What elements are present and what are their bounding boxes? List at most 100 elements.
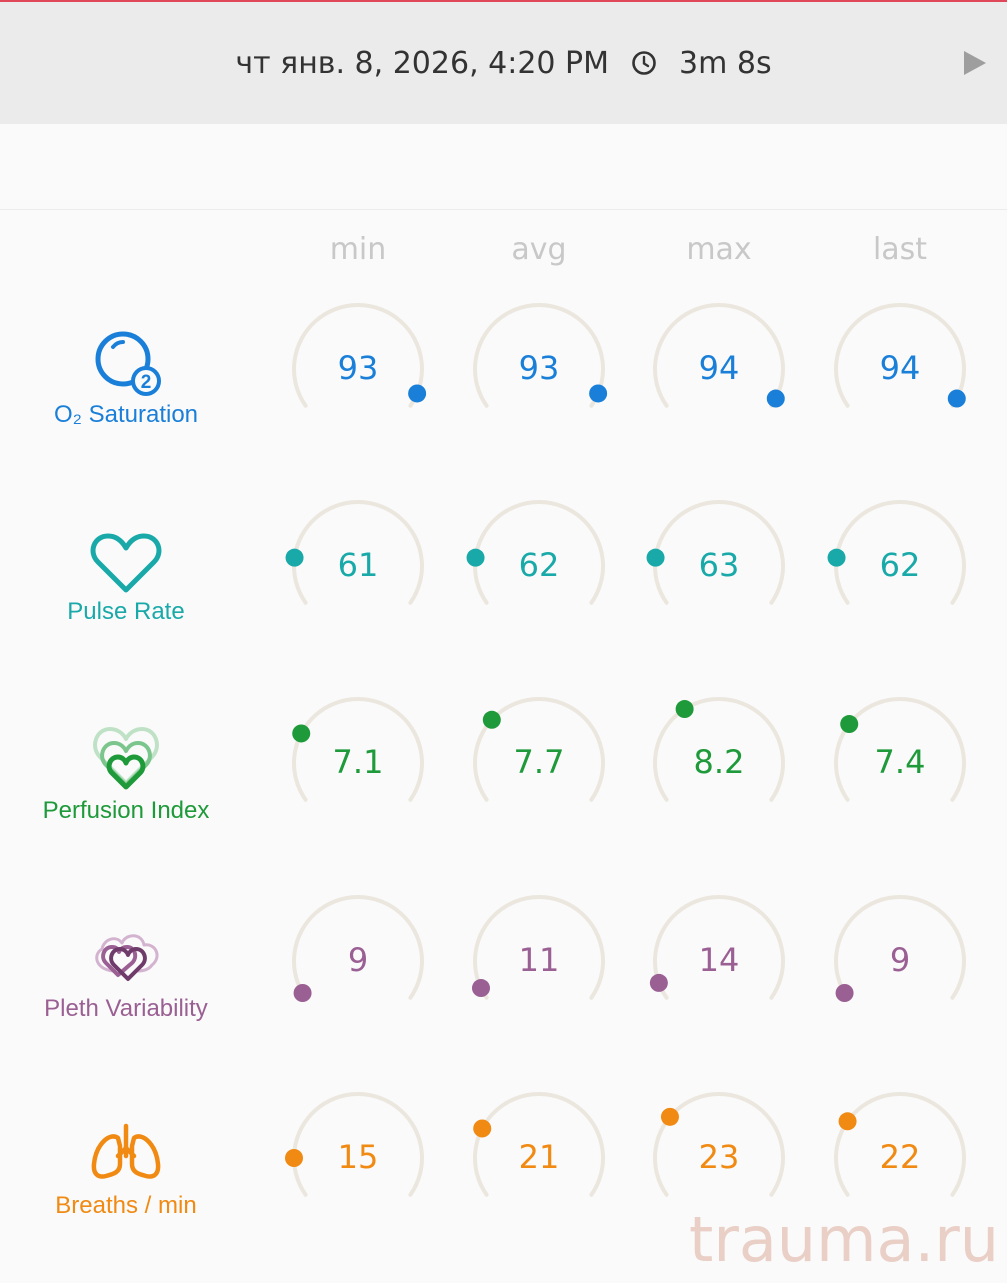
gauge-pulse-last: 62 (825, 496, 975, 646)
gauge-indicator-dot (471, 979, 490, 998)
gauge-track (473, 895, 605, 1000)
gauge-indicator-dot (840, 715, 859, 734)
session-duration: 3m 8s (679, 45, 772, 81)
gauge-o2-min: 93 (283, 299, 433, 449)
pleth-hearts-icon (95, 934, 159, 981)
gauge-track (834, 1092, 966, 1197)
gauge-pulse-max: 63 (644, 496, 794, 646)
gauge-pleth-min: 9 (283, 891, 433, 1041)
gauge-perfusion-last: 7.4 (825, 693, 975, 843)
gauge-track (292, 697, 424, 802)
gauge-arc (649, 895, 785, 1000)
gauge-arc (827, 500, 966, 605)
gauge-track (834, 697, 966, 802)
gauge-arc (473, 303, 608, 408)
gauge-arc (653, 303, 785, 408)
gauge-track (653, 303, 785, 408)
gauge-value: 94 (879, 349, 921, 387)
column-header-min: min (329, 232, 387, 267)
gauge-value: 11 (518, 941, 560, 979)
gauge-value: 62 (879, 546, 921, 584)
gauge-indicator-dot (482, 710, 501, 729)
gauge-breaths-avg: 21 (464, 1088, 614, 1238)
gauge-value: 9 (889, 941, 911, 979)
metric-label: Breaths / min (55, 1192, 197, 1219)
watermark: trauma.ru (689, 1203, 999, 1276)
gauge-perfusion-min: 7.1 (283, 693, 433, 843)
gauge-indicator-dot (408, 384, 427, 403)
gauge-pleth-avg: 11 (464, 891, 614, 1041)
gauge-arc (292, 895, 424, 1002)
gauge-o2-max: 94 (644, 299, 794, 449)
column-header-last: last (872, 232, 928, 267)
gauge-indicator-dot (838, 1112, 857, 1131)
gauge-value: 62 (518, 546, 560, 584)
gauge-arc (834, 895, 966, 1002)
column-headers: min avg max last (0, 232, 1007, 278)
gauge-track (653, 895, 785, 1000)
session-header: чт янв. 8, 2026, 4:20 PM 3m 8s (0, 2, 1007, 124)
metric-row-o2-saturation: 2 O₂ Saturation 93 93 94 94 (0, 297, 1007, 494)
gauge-indicator-dot (646, 548, 665, 567)
gauge-value: 15 (337, 1138, 379, 1176)
gauge-arc (292, 303, 427, 408)
gauge-o2-avg: 93 (464, 299, 614, 449)
gauge-pulse-min: 61 (283, 496, 433, 646)
gauge-track (653, 697, 785, 802)
gauge-indicator-dot (835, 984, 854, 1002)
metric-label: Pulse Rate (67, 598, 185, 625)
metric-row-perfusion-index: Perfusion Index 7.1 7.7 8.2 7.4 (0, 691, 1007, 888)
gauge-value: 21 (518, 1138, 560, 1176)
gauge-arc (292, 697, 424, 802)
gauge-indicator-dot (947, 389, 966, 408)
session-date: чт янв. 8, 2026, 4:20 PM (235, 45, 610, 81)
gauge-breaths-min: 15 (283, 1088, 433, 1238)
gauge-indicator-dot (589, 384, 608, 403)
gauge-pleth-max: 14 (644, 891, 794, 1041)
gauge-track (834, 303, 966, 408)
gauge-value: 22 (879, 1138, 921, 1176)
metric-row-pleth-variability: Pleth Variability 9 11 14 9 (0, 889, 1007, 1086)
play-icon[interactable] (961, 48, 989, 78)
layered-hearts-icon (93, 727, 159, 790)
gauge-indicator-dot (293, 984, 312, 1002)
column-header-max: max (686, 232, 752, 267)
gauge-indicator-dot (473, 1119, 492, 1138)
gauge-arc (471, 895, 605, 1000)
gauge-track (292, 895, 424, 1000)
gauge-track (473, 697, 605, 802)
gauge-arc (285, 500, 424, 605)
gauge-value: 93 (337, 349, 379, 387)
gauge-value: 94 (698, 349, 740, 387)
gauge-arc (653, 1092, 785, 1197)
gauge-track (473, 1092, 605, 1197)
gauge-indicator-dot (466, 548, 485, 567)
gauge-o2-last: 94 (825, 299, 975, 449)
gauge-value: 14 (698, 941, 740, 979)
metric-label: Pleth Variability (44, 995, 208, 1022)
metric-label: Perfusion Index (42, 797, 210, 824)
gauge-indicator-dot (285, 1149, 303, 1167)
gauge-breaths-max: 23 (644, 1088, 794, 1238)
gauge-value: 7.4 (874, 743, 926, 781)
gauge-track (292, 303, 424, 408)
metric-label: O₂ Saturation (53, 401, 199, 428)
gauge-track (473, 303, 605, 408)
gauge-indicator-dot (660, 1107, 679, 1126)
gauge-perfusion-avg: 7.7 (464, 693, 614, 843)
gauge-arc (834, 697, 966, 802)
gauge-indicator-dot (675, 700, 694, 719)
gauge-arc (473, 697, 605, 802)
gauge-arc (653, 697, 785, 802)
clock-icon (632, 51, 656, 75)
gauge-value: 7.7 (513, 743, 565, 781)
gauge-arc (473, 1092, 605, 1197)
gauge-pulse-avg: 62 (464, 496, 614, 646)
metric-row-breaths-per-min: Breaths / min 15 21 23 22 (0, 1086, 1007, 1283)
gauge-perfusion-max: 8.2 (644, 693, 794, 843)
gauge-track (653, 1092, 785, 1197)
gauge-value: 9 (347, 941, 369, 979)
o2-bubble-icon: 2 (95, 331, 161, 396)
gauge-breaths-last: 22 (825, 1088, 975, 1238)
gauge-arc (834, 303, 966, 408)
